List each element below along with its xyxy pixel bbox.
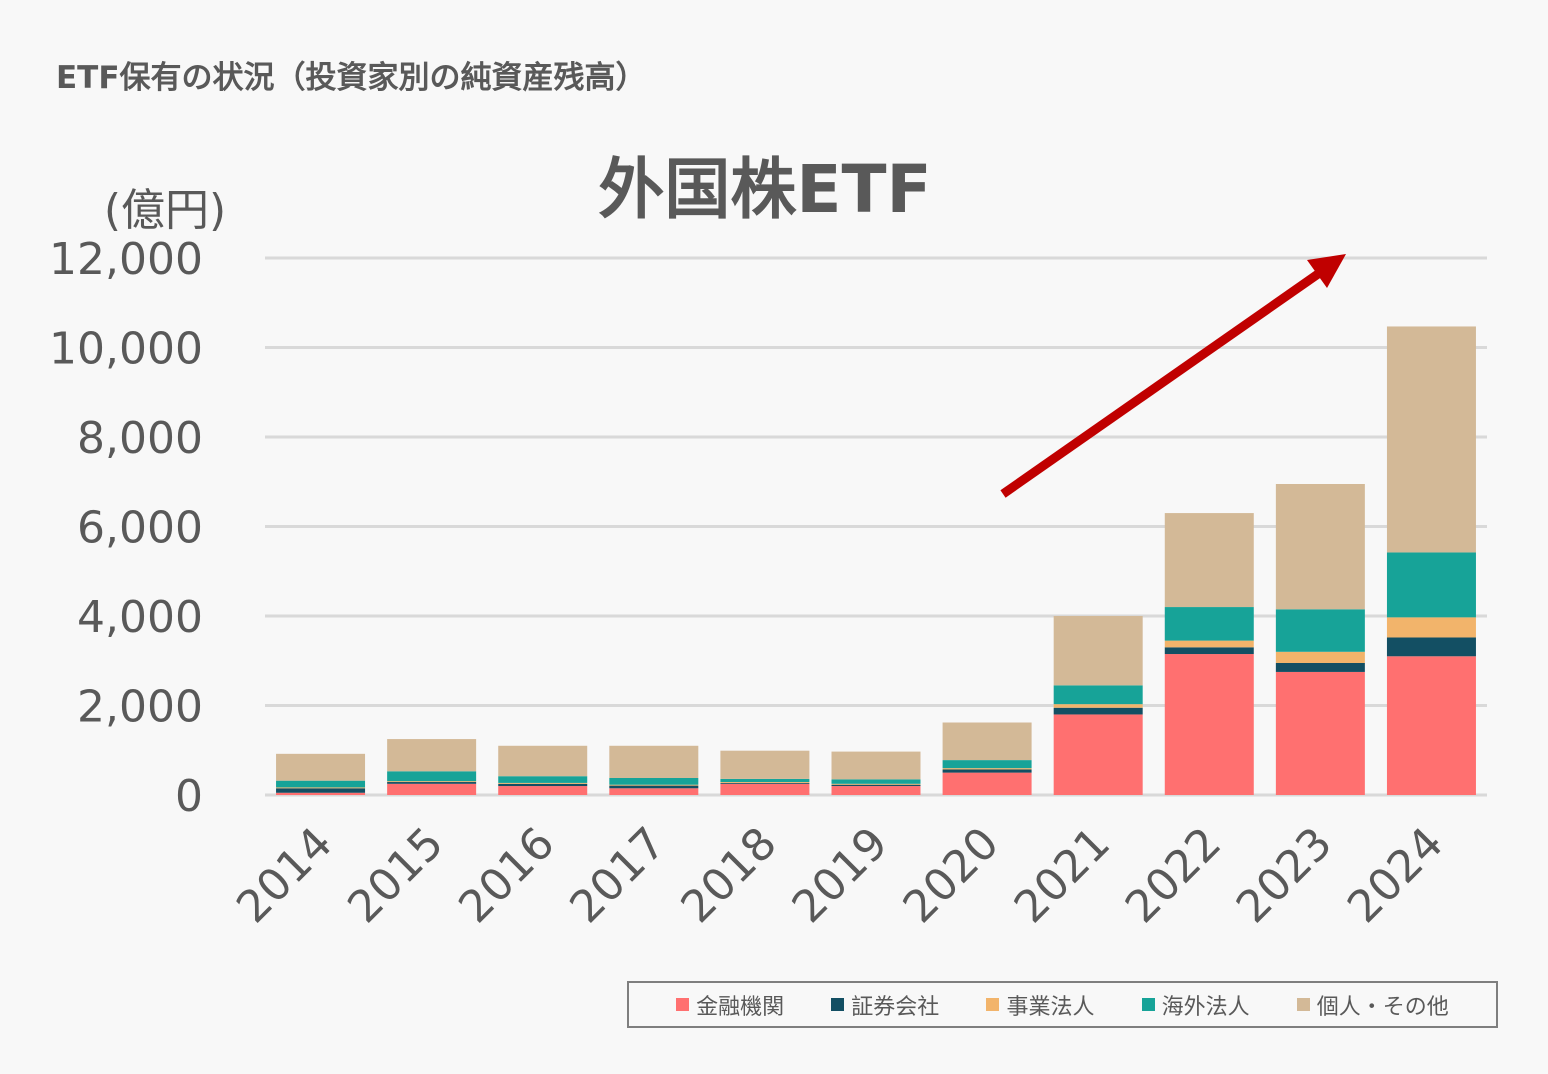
legend-swatch [676,998,690,1011]
bar-segment [609,784,699,786]
bar-segment [498,782,588,784]
bar-segment [942,768,1032,770]
x-tick-label: 2017 [560,818,675,933]
x-tick-label: 2014 [227,818,342,933]
legend-swatch [1141,998,1155,1011]
bar-segment [498,745,588,777]
legend: 金融機関 証券会社 事業法人 海外法人 個人・その他 [627,981,1498,1028]
bar-segment [942,760,1032,769]
bar-segment [720,782,810,784]
x-tick-label: 2023 [1227,818,1342,933]
y-tick-label: 8,000 [77,413,203,464]
bar-segment [1164,647,1254,655]
bar-segment [1275,651,1365,663]
bar-segment [831,786,921,795]
bar-segment [1053,685,1143,705]
bar-segment [276,788,366,793]
bar-segment [276,792,366,795]
bar-segment [1386,326,1476,553]
bar-segment [498,783,588,787]
legend-label: 海外法人 [1161,994,1250,1020]
trend-arrow [1000,254,1346,498]
x-tick-label: 2024 [1338,818,1453,933]
bar-segment [1386,656,1476,795]
bar-segment [276,780,366,788]
bar-segment [1275,671,1365,795]
bar-segment [720,782,810,783]
bar-segment [609,785,699,789]
bar-segment [1275,483,1365,610]
legend-label: 金融機関 [696,994,785,1020]
bar-segment [1053,707,1143,715]
trend-arrow-head [1307,254,1346,288]
bar-segment [387,782,477,784]
x-tick-label: 2016 [449,818,564,933]
bar-segment [1053,616,1143,686]
bar-segment [942,772,1032,795]
x-tick-labels: 2014201520162017201820192020202120222023… [227,818,1453,933]
bar-segment [1164,640,1254,648]
y-tick-label: 6,000 [77,503,203,554]
bar-segment [831,779,921,784]
bar-segment [276,753,366,781]
bars [276,326,1476,795]
bar-segment [1386,617,1476,638]
bar-segment [387,781,477,783]
bar-segment [831,751,921,780]
bar-segment [1275,609,1365,652]
legend-item: 金融機関 [676,989,784,1021]
bar-segment [720,783,810,795]
bar-segment [831,783,921,785]
x-tick-label: 2020 [894,818,1009,933]
x-tick-label: 2015 [338,818,453,933]
bar-segment [1164,654,1254,795]
bar-segment [498,786,588,795]
bar-segment [1164,607,1254,641]
legend-item: 証券会社 [831,989,939,1021]
y-tick-label: 12,000 [49,234,203,285]
trend-arrow-shaft [1000,270,1321,498]
y-axis-unit-label: (億円) [104,185,226,236]
x-tick-label: 2019 [783,818,898,933]
page-heading: ETF保有の状況（投資家別の純資産残高） [56,60,647,96]
legend-swatch [831,998,845,1011]
x-tick-label: 2018 [671,818,786,933]
chart-title: 外国株ETF [598,151,931,228]
bar-segment [1164,513,1254,608]
legend-label: 個人・その他 [1316,994,1449,1020]
bar-segment [387,783,477,795]
bar-segment [609,745,699,778]
legend-label: 証券会社 [851,994,940,1020]
legend-swatch [986,998,1000,1011]
bar-segment [276,787,366,789]
legend-item: 事業法人 [986,989,1094,1021]
bar-segment [1386,637,1476,657]
bar-segment [720,778,810,783]
legend-swatch [1296,998,1310,1011]
y-tick-label: 4,000 [77,592,203,643]
x-tick-label: 2021 [1005,818,1120,933]
bar-segment [1053,704,1143,708]
bar-segment [942,722,1032,761]
legend-label: 事業法人 [1006,994,1095,1020]
bar-segment [387,739,477,772]
legend-item: 個人・その他 [1296,989,1449,1021]
y-tick-label: 0 [175,771,203,822]
x-tick-label: 2022 [1116,818,1231,933]
bar-segment [942,769,1032,773]
bar-segment [609,777,699,785]
y-tick-label: 2,000 [77,682,203,733]
bar-segment [387,771,477,782]
legend-item: 海外法人 [1141,989,1250,1021]
bar-segment [720,750,810,779]
y-tick-label: 10,000 [49,324,203,375]
bar-segment [1275,662,1365,672]
bar-segment [1053,714,1143,795]
bar-segment [498,776,588,783]
bar-segment [1386,552,1476,618]
bar-segment [831,784,921,787]
y-tick-labels: 0 2,000 4,000 6,000 8,000 10,000 12,000 [49,234,203,822]
bar-segment [609,788,699,795]
